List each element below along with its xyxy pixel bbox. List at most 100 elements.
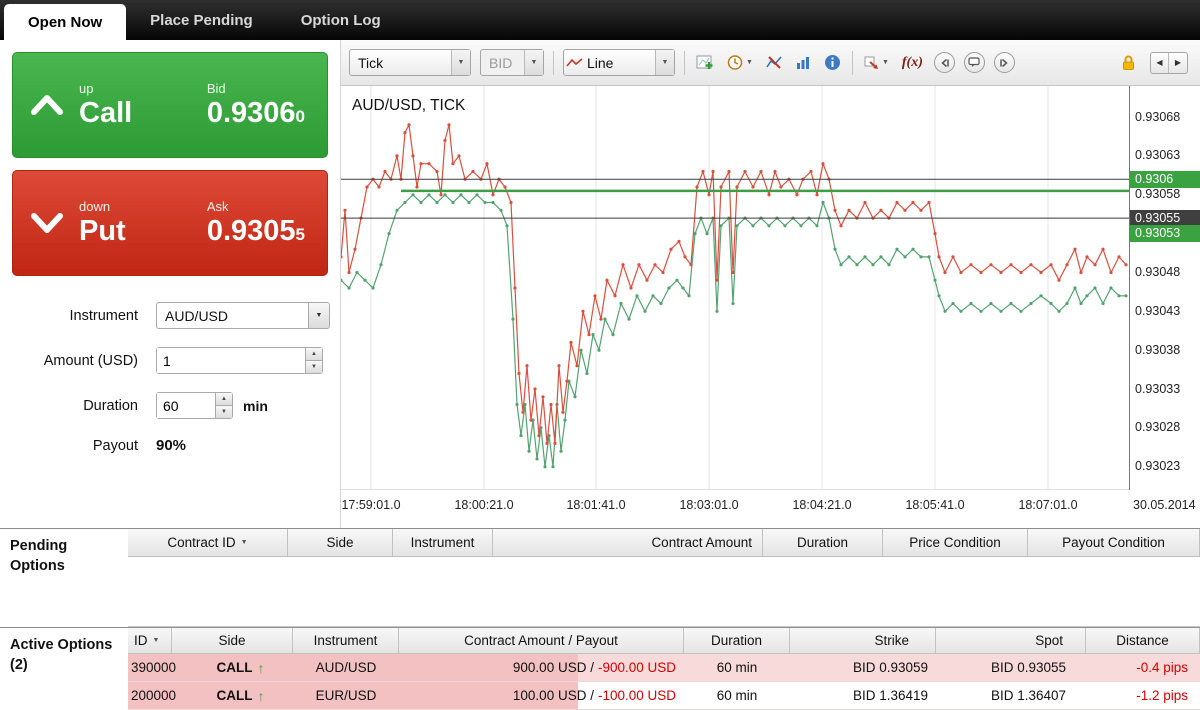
cell-duration: 60 min (716, 688, 758, 703)
period-select[interactable]: Tick ▼ (349, 49, 471, 76)
pending-col-payout-condition[interactable]: Payout Condition (1028, 529, 1200, 557)
active-options-title: Active Options (2) (10, 637, 113, 674)
cell-side: CALL ↑ (216, 687, 265, 704)
down-chevron-icon (29, 211, 75, 235)
cell-spot: BID 0.93055 (990, 660, 1066, 675)
pending-col-duration[interactable]: Duration (763, 529, 883, 557)
active-col-id[interactable]: ID ▼ (128, 628, 172, 654)
chart-toolbar: Tick ▼ BID ▼ Line ▼ (341, 40, 1200, 86)
time-axis: 30.05.2014 17:59:01.0 18:00:21.0 18:01:41.… (341, 490, 1200, 516)
chevron-down-icon[interactable]: ▼ (451, 50, 470, 75)
price-tick-label: 0.93043 (1135, 303, 1181, 318)
line-chart-type-icon (564, 57, 585, 68)
put-label: Put (79, 215, 126, 248)
payout-label: Payout (92, 437, 138, 454)
pending-col-contract-id[interactable]: Contract ID ▼ (128, 529, 288, 557)
active-col-strike[interactable]: Strike (790, 628, 936, 654)
indicators-icon[interactable] (764, 50, 785, 76)
chevron-down-icon[interactable]: ▼ (308, 303, 329, 328)
price-tick-label: 0.93048 (1135, 264, 1181, 279)
price-chart[interactable] (341, 86, 1130, 490)
cell-instrument: AUD/USD (315, 660, 377, 675)
cell-contract-amount-payout: 100.00 USD / -100.00 USD (512, 688, 676, 703)
active-col-distance[interactable]: Distance (1086, 628, 1200, 654)
call-up-arrow-icon: ↑ (257, 659, 265, 676)
pending-col-side[interactable]: Side (288, 529, 393, 557)
duration-input[interactable] (157, 393, 215, 418)
price-tick-label: 0.93038 (1135, 342, 1181, 357)
cell-distance: -0.4 pips (1136, 660, 1188, 675)
active-col-side[interactable]: Side (172, 628, 293, 654)
duration-unit-label: min (243, 397, 268, 414)
active-options-section: Active Options (2) ID ▼ Side Instrument Cont… (0, 627, 1200, 710)
function-icon[interactable]: f(x) (901, 54, 923, 70)
comment-icon[interactable] (963, 52, 985, 73)
duration-label: Duration (83, 397, 138, 414)
chart-area[interactable]: AUD/USD, TICK 0.93068 0.93063 0.93058 0.930… (341, 86, 1200, 528)
cell-id: 390000 (131, 660, 177, 675)
duration-spinner: ▲ ▼ (215, 393, 232, 418)
amount-label: Amount (USD) (43, 352, 138, 369)
trade-panel: up Call Bid 0.93060 down Put Ask (0, 40, 340, 528)
sort-desc-icon: ▼ (152, 637, 160, 644)
active-col-duration[interactable]: Duration (684, 628, 790, 654)
pending-col-instrument[interactable]: Instrument (393, 529, 493, 557)
chart-title: AUD/USD, TICK (352, 97, 466, 114)
instrument-value: AUD/USD (165, 307, 229, 324)
price-badge-green: 0.9306 (1130, 170, 1200, 188)
bar-chart-icon[interactable] (794, 50, 813, 76)
duration-input-group: ▲ ▼ (156, 392, 233, 419)
spin-down-button[interactable]: ▼ (216, 406, 232, 418)
chart-type-select[interactable]: Line ▼ (563, 49, 675, 76)
axis-date-label: 30.05.2014 (1133, 498, 1196, 512)
chevron-down-icon: ▼ (746, 59, 753, 66)
amount-input[interactable] (157, 348, 305, 373)
active-col-spot[interactable]: Spot (936, 628, 1086, 654)
cell-spot: BID 1.36407 (990, 688, 1066, 703)
scroll-right-icon[interactable]: ▶ (1174, 58, 1182, 67)
put-button[interactable]: down Put Ask 0.93055 (12, 170, 328, 276)
active-option-row[interactable]: 200000 CALL ↑ EUR/USD 100.00 USD / -100.00 US… (128, 682, 1200, 710)
price-type-select: BID ▼ (480, 49, 544, 76)
chevron-down-icon[interactable]: ▼ (655, 50, 674, 75)
sort-desc-icon: ▼ (240, 539, 248, 546)
pending-col-contract-amount[interactable]: Contract Amount (493, 529, 763, 557)
scroll-left-icon[interactable]: ◀ (1151, 52, 1169, 73)
instrument-select[interactable]: AUD/USD ▼ (156, 302, 330, 329)
pending-options-header-row: Contract ID ▼ Side Instrument Contract Amoun… (128, 529, 1200, 557)
cell-instrument: EUR/USD (315, 688, 377, 703)
time-tick-label: 17:59:01.0 (341, 498, 401, 512)
active-col-instrument[interactable]: Instrument (293, 628, 399, 654)
spin-up-button[interactable]: ▲ (216, 393, 232, 406)
time-tick-label: 18:00:21.0 (454, 498, 514, 512)
time-tick-label: 18:01:41.0 (566, 498, 626, 512)
active-option-row[interactable]: 390000 CALL ↑ AUD/USD 900.00 USD / -900.00 US… (128, 654, 1200, 682)
call-button[interactable]: up Call Bid 0.93060 (12, 52, 328, 158)
tab-place-pending[interactable]: Place Pending (150, 11, 253, 29)
amount-input-group: ▲ ▼ (156, 347, 323, 374)
pending-col-price-condition[interactable]: Price Condition (883, 529, 1028, 557)
time-tick-label: 18:07:01.0 (1018, 498, 1078, 512)
cell-side: CALL ↑ (216, 659, 265, 676)
spin-up-button[interactable]: ▲ (306, 348, 322, 361)
pending-options-section: Pending Options Contract ID ▼ Side Instrume… (0, 528, 1200, 627)
time-tick-label: 18:05:41.0 (905, 498, 965, 512)
info-icon[interactable] (822, 50, 843, 76)
spin-down-button[interactable]: ▼ (306, 361, 322, 373)
history-forward-icon[interactable] (993, 52, 1015, 73)
amount-spinner: ▲ ▼ (305, 348, 322, 373)
time-periods-icon[interactable]: ▼ (725, 50, 755, 76)
toolbar-separator (553, 50, 554, 75)
new-chart-icon[interactable] (694, 50, 716, 76)
top-tab-bar: Open Now Place Pending Option Log (0, 0, 1200, 40)
price-badge-dark: 0.93055 (1130, 209, 1200, 227)
lock-icon[interactable] (1119, 50, 1138, 76)
call-direction-label: up (79, 81, 94, 97)
export-icon[interactable]: ▼ (862, 50, 891, 76)
tab-option-log[interactable]: Option Log (300, 11, 381, 29)
chevron-down-icon: ▼ (524, 50, 543, 75)
toolbar-separator (851, 50, 853, 75)
tab-open-now[interactable]: Open Now (4, 4, 127, 40)
history-back-icon[interactable] (933, 52, 955, 73)
active-col-contract-amount-payout[interactable]: Contract Amount / Payout (399, 628, 684, 654)
